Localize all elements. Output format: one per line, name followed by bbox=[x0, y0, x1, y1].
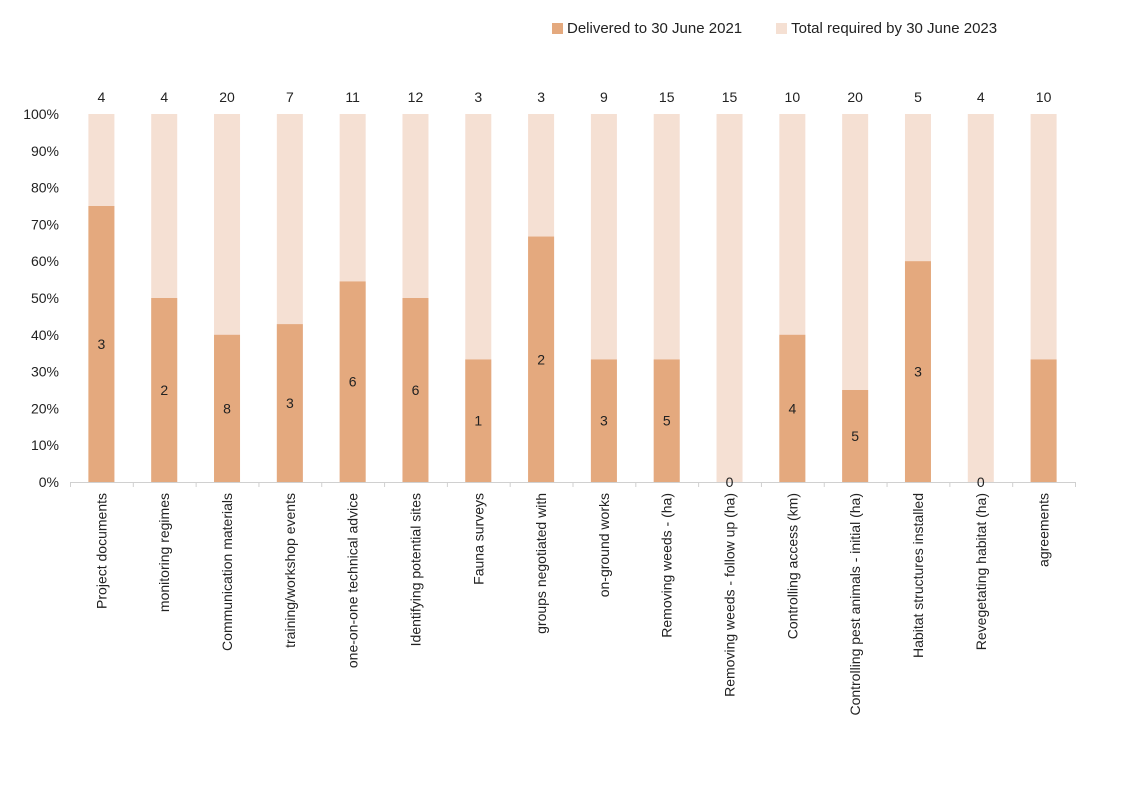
bar-delivered bbox=[339, 281, 366, 482]
bar-delivered bbox=[151, 298, 178, 482]
x-category-label: Fauna surveys bbox=[470, 493, 486, 585]
legend: Delivered to 30 June 2021 Total required… bbox=[552, 20, 1031, 37]
data-label-total: 4 bbox=[977, 89, 985, 105]
x-category-label: Controlling pest animals - initial (ha) bbox=[847, 493, 863, 716]
x-category-label: Identifying potential sites bbox=[407, 493, 423, 646]
y-tick-label: 70% bbox=[31, 216, 59, 232]
legend-label-delivered: Delivered to 30 June 2021 bbox=[567, 20, 743, 37]
x-category-label: Habitat structures installed bbox=[910, 493, 926, 658]
legend-item-delivered: Delivered to 30 June 2021 bbox=[552, 20, 742, 37]
x-category-label: one-on-one technical advice bbox=[345, 493, 361, 668]
data-label-delivered: 3 bbox=[98, 336, 106, 352]
data-label-delivered: 2 bbox=[160, 382, 168, 398]
data-label-delivered: 8 bbox=[223, 400, 231, 416]
x-category-label: Controlling access (km) bbox=[784, 493, 800, 639]
data-label-total: 4 bbox=[98, 89, 106, 105]
y-tick-label: 60% bbox=[31, 253, 59, 269]
legend-label-total: Total required by 30 June 2023 bbox=[791, 20, 998, 37]
data-label-delivered: 6 bbox=[349, 374, 357, 390]
y-tick-label: 0% bbox=[39, 474, 59, 490]
data-label-total: 7 bbox=[286, 89, 294, 105]
data-label-total: 10 bbox=[785, 89, 801, 105]
x-category-label: agreements bbox=[1036, 493, 1052, 567]
data-label-delivered: 3 bbox=[600, 413, 608, 429]
y-tick-label: 50% bbox=[31, 290, 59, 306]
data-label-delivered: 4 bbox=[788, 400, 796, 416]
x-category-label: Revegetating habitat (ha) bbox=[973, 493, 989, 650]
data-label-delivered: 5 bbox=[663, 413, 671, 429]
bar-total-required bbox=[967, 114, 994, 482]
data-label-delivered: 0 bbox=[726, 474, 734, 490]
data-label-total: 3 bbox=[537, 89, 545, 105]
data-label-total: 20 bbox=[219, 89, 235, 105]
bar-delivered bbox=[842, 390, 869, 482]
y-tick-label: 20% bbox=[31, 400, 59, 416]
x-category-label: Removing weeds - follow up (ha) bbox=[722, 493, 738, 697]
data-label-delivered: 2 bbox=[537, 351, 545, 367]
x-category-label: monitoring regimes bbox=[156, 493, 172, 612]
bar-delivered bbox=[88, 206, 115, 482]
legend-item-total: Total required by 30 June 2023 bbox=[776, 20, 997, 37]
bar-delivered bbox=[779, 334, 806, 482]
y-tick-label: 90% bbox=[31, 143, 59, 159]
data-label-total: 10 bbox=[1036, 89, 1052, 105]
legend-swatch-total bbox=[776, 23, 788, 34]
data-label-total: 9 bbox=[600, 89, 608, 105]
data-label-total: 20 bbox=[847, 89, 863, 105]
data-label-total: 5 bbox=[914, 89, 922, 105]
data-label-total: 12 bbox=[408, 89, 424, 105]
data-label-delivered: 6 bbox=[412, 382, 420, 398]
x-category-label: training/workshop events bbox=[282, 493, 298, 648]
bar-delivered bbox=[590, 359, 617, 482]
data-label-delivered: 0 bbox=[977, 474, 985, 490]
bar-delivered bbox=[465, 359, 492, 482]
legend-swatch-delivered bbox=[552, 23, 563, 34]
x-category-label: groups negotiated with bbox=[533, 493, 549, 634]
data-label-total: 3 bbox=[474, 89, 482, 105]
bar-total-required bbox=[716, 114, 743, 482]
x-category-label: on-ground works bbox=[596, 493, 612, 597]
data-label-delivered: 3 bbox=[286, 395, 294, 411]
x-category-label: Project documents bbox=[93, 493, 109, 609]
x-category-label: Communication materials bbox=[219, 493, 235, 651]
data-label-total: 15 bbox=[659, 89, 675, 105]
data-label-total: 11 bbox=[345, 89, 360, 105]
bar-delivered bbox=[1030, 359, 1057, 482]
bar-delivered bbox=[904, 261, 931, 482]
y-tick-label: 100% bbox=[23, 106, 59, 122]
y-tick-label: 30% bbox=[31, 364, 59, 380]
data-label-total: 15 bbox=[722, 89, 738, 105]
data-label-total: 4 bbox=[160, 89, 168, 105]
y-tick-label: 10% bbox=[31, 437, 59, 453]
data-label-delivered: 3 bbox=[914, 364, 922, 380]
bar-delivered bbox=[276, 324, 303, 482]
data-label-delivered: 5 bbox=[851, 428, 859, 444]
y-tick-label: 40% bbox=[31, 327, 59, 343]
data-label-delivered: 1 bbox=[474, 413, 482, 429]
bar-delivered bbox=[653, 359, 680, 482]
x-category-label: Removing weeds - (ha) bbox=[659, 493, 675, 638]
bar-delivered bbox=[402, 298, 429, 482]
bar-delivered bbox=[528, 236, 555, 482]
bar-delivered bbox=[214, 334, 241, 482]
y-tick-label: 80% bbox=[31, 180, 59, 196]
